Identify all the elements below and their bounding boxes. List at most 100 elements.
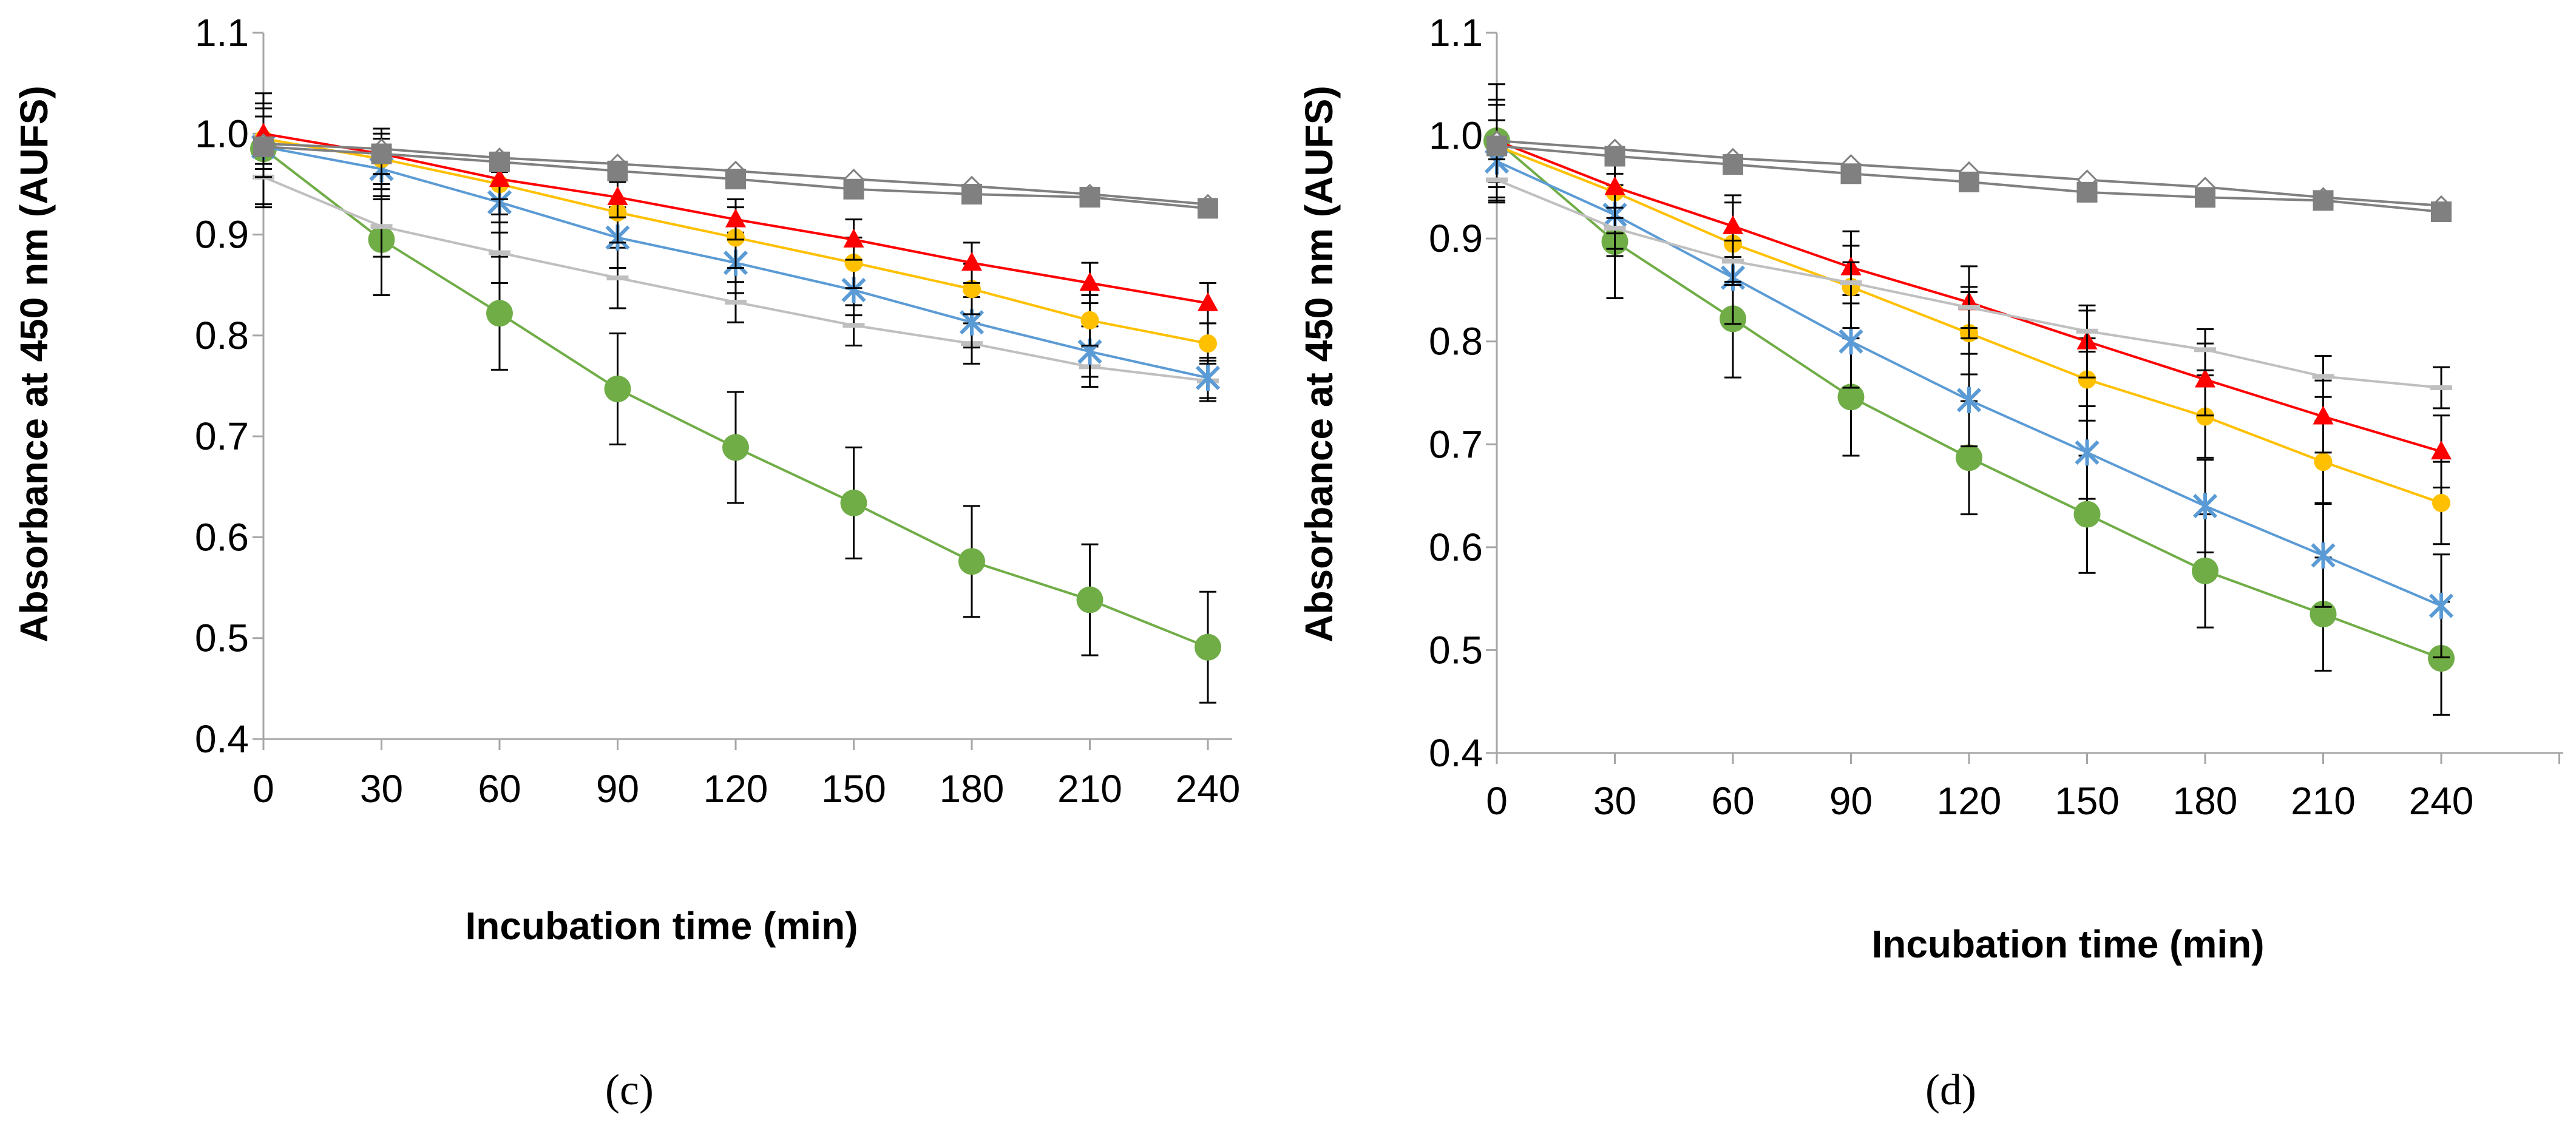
data-point: [1486, 135, 1507, 157]
data-point: [1198, 292, 1218, 311]
data-point: [607, 186, 628, 206]
data-point: [2431, 441, 2452, 460]
data-point: [2312, 374, 2334, 379]
data-point: [2430, 385, 2452, 391]
y-tick-label: 0.8: [1429, 320, 1483, 363]
data-point: [1958, 305, 1980, 310]
x-tick-label: 30: [1593, 779, 1636, 823]
panel-d: Absorbance at 450 nm (AUFS) Incubation t…: [1297, 11, 2563, 1114]
data-point: [2196, 407, 2214, 426]
data-point: [1604, 226, 1626, 231]
data-point: [1198, 198, 1218, 219]
data-point: [2076, 181, 2098, 203]
x-tick-label: 150: [2055, 779, 2120, 823]
data-point: [725, 299, 747, 305]
data-point: [2429, 592, 2454, 620]
data-point: [607, 160, 628, 181]
data-point: [489, 168, 510, 187]
x-tick-label: 150: [821, 767, 886, 811]
x-tick-label: 60: [1711, 779, 1754, 823]
data-point: [840, 489, 867, 516]
data-point: [843, 178, 864, 200]
data-point: [1195, 365, 1221, 391]
data-point: [2192, 557, 2218, 584]
x-tick-label: 60: [478, 767, 521, 811]
data-point: [1604, 176, 1625, 195]
data-point: [1837, 383, 1865, 411]
data-point: [844, 254, 863, 272]
data-point: [1080, 311, 1099, 329]
data-point: [2313, 405, 2334, 425]
data-point: [2075, 439, 2100, 466]
data-point: [1486, 177, 1508, 183]
data-point: [722, 434, 749, 461]
data-point: [1195, 633, 1221, 661]
y-tick-label: 0.5: [1429, 628, 1483, 672]
data-point: [604, 375, 631, 402]
data-point: [486, 300, 513, 327]
x-tick-label: 120: [703, 767, 768, 811]
y-tick-label: 1.0: [1429, 114, 1483, 158]
y-tick-label: 0.6: [1429, 525, 1483, 569]
y-tick-label: 1.0: [195, 112, 249, 155]
data-point: [2313, 190, 2334, 211]
series-gray-dark-2: [1486, 135, 2452, 223]
data-point: [1079, 187, 1100, 208]
x-tick-label: 90: [1829, 779, 1873, 823]
data-point: [1840, 280, 1862, 286]
x-tick-label: 0: [253, 767, 274, 811]
y-tick-label: 1.1: [1429, 11, 1483, 55]
data-point: [2078, 370, 2096, 389]
data-point: [725, 169, 746, 190]
panel-c-ylabel: Absorbance at 450 nm (AUFS): [12, 86, 56, 643]
y-tick-label: 0.6: [195, 515, 249, 559]
data-point: [725, 208, 746, 228]
x-tick-label: 210: [1057, 767, 1122, 811]
data-point: [371, 143, 392, 164]
data-point: [2314, 453, 2333, 471]
data-point: [2432, 493, 2450, 512]
x-tick-label: 30: [360, 767, 403, 811]
y-tick-label: 0.8: [195, 314, 249, 357]
data-point: [1839, 328, 1863, 355]
data-point: [1723, 154, 1743, 175]
x-tick-label: 120: [1937, 779, 2002, 823]
data-point: [2192, 493, 2218, 519]
y-tick-label: 0.5: [195, 616, 249, 660]
y-tick-label: 0.4: [1429, 731, 1483, 775]
panel-c-plot: 0.4 0.5 0.6 0.7 0.8 0.9 1.0 1.1 0 30 60 90 120 150 180…: [195, 11, 1240, 811]
data-point: [1079, 272, 1100, 291]
data-point: [1959, 171, 1979, 192]
data-point: [1076, 586, 1103, 613]
panel-d-plot: 0.4 0.5 0.6 0.7 0.8 0.9 1.0 1.1 0 30 60 90 120 150 180…: [1429, 11, 2563, 823]
x-tick-label: 180: [940, 767, 1005, 811]
panel-d-caption: (d): [1925, 1065, 1976, 1114]
panel-c-xlabel: Incubation time (min): [465, 904, 858, 948]
series-green: [250, 92, 1221, 704]
panel-c-caption: (c): [605, 1065, 654, 1114]
y-tick-label: 0.7: [195, 414, 249, 458]
data-point: [2431, 201, 2452, 223]
data-point: [1723, 215, 1743, 234]
data-point: [1604, 146, 1625, 167]
data-point: [2311, 542, 2336, 569]
data-point: [961, 252, 982, 271]
data-point: [489, 250, 510, 255]
data-point: [961, 184, 982, 205]
data-point: [253, 136, 274, 157]
y-tick-label: 0.9: [195, 213, 249, 257]
data-point: [1956, 444, 1982, 471]
panel-c: Absorbance at 450 nm (AUFS) Incubation t…: [12, 11, 1240, 1114]
data-point: [2195, 368, 2215, 388]
data-point: [842, 323, 865, 328]
data-point: [2194, 347, 2216, 353]
data-point: [2073, 501, 2101, 528]
data-point: [1840, 163, 1862, 184]
data-point: [370, 224, 393, 229]
data-point: [958, 548, 985, 575]
series-gray-dark-2: [253, 136, 1218, 219]
x-tick-label: 180: [2173, 779, 2238, 823]
data-point: [606, 275, 629, 281]
y-tick-label: 0.9: [1429, 217, 1483, 260]
